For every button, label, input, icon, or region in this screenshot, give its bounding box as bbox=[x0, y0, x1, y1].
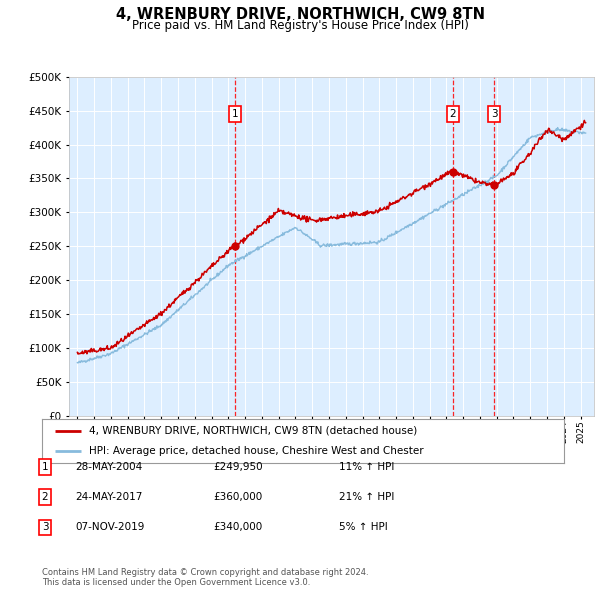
Text: 24-MAY-2017: 24-MAY-2017 bbox=[75, 493, 142, 502]
Text: 28-MAY-2004: 28-MAY-2004 bbox=[75, 463, 142, 472]
Text: £249,950: £249,950 bbox=[213, 463, 263, 472]
Text: 4, WRENBURY DRIVE, NORTHWICH, CW9 8TN (detached house): 4, WRENBURY DRIVE, NORTHWICH, CW9 8TN (d… bbox=[89, 426, 417, 436]
Text: Contains HM Land Registry data © Crown copyright and database right 2024.
This d: Contains HM Land Registry data © Crown c… bbox=[42, 568, 368, 587]
Text: 21% ↑ HPI: 21% ↑ HPI bbox=[339, 493, 394, 502]
Text: 1: 1 bbox=[41, 463, 49, 472]
Text: HPI: Average price, detached house, Cheshire West and Chester: HPI: Average price, detached house, Ches… bbox=[89, 446, 424, 456]
Text: 3: 3 bbox=[491, 109, 497, 119]
Text: £340,000: £340,000 bbox=[213, 523, 262, 532]
Text: 2: 2 bbox=[41, 493, 49, 502]
Text: 5% ↑ HPI: 5% ↑ HPI bbox=[339, 523, 388, 532]
Text: 11% ↑ HPI: 11% ↑ HPI bbox=[339, 463, 394, 472]
Text: 1: 1 bbox=[232, 109, 239, 119]
Text: 3: 3 bbox=[41, 523, 49, 532]
Text: 2: 2 bbox=[449, 109, 456, 119]
Text: £360,000: £360,000 bbox=[213, 493, 262, 502]
Text: 07-NOV-2019: 07-NOV-2019 bbox=[75, 523, 145, 532]
Text: Price paid vs. HM Land Registry's House Price Index (HPI): Price paid vs. HM Land Registry's House … bbox=[131, 19, 469, 32]
Text: 4, WRENBURY DRIVE, NORTHWICH, CW9 8TN: 4, WRENBURY DRIVE, NORTHWICH, CW9 8TN bbox=[115, 7, 485, 22]
